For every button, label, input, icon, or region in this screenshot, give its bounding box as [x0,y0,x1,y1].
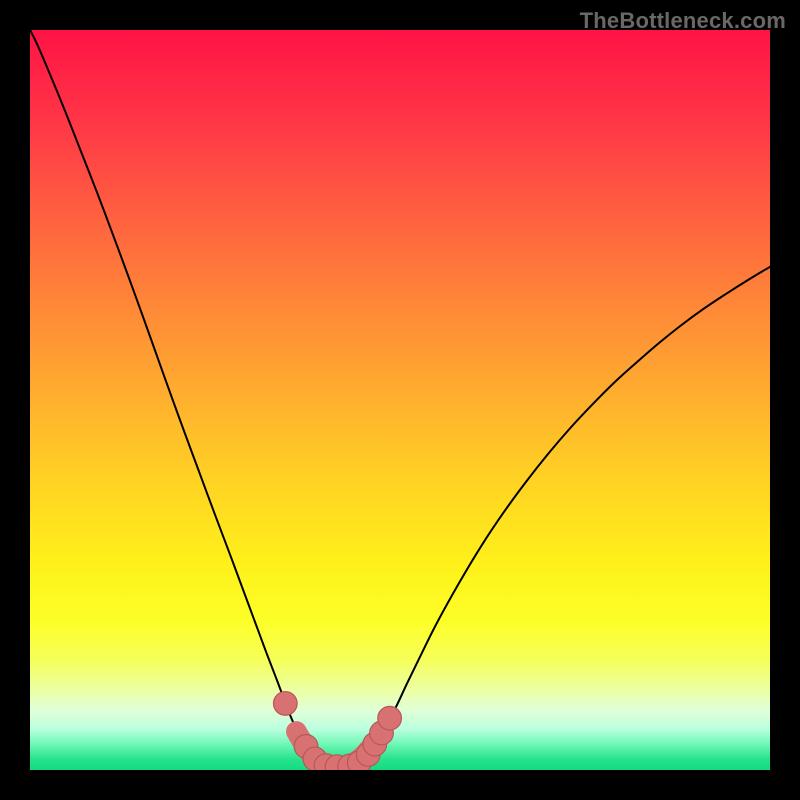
chart-stage: TheBottleneck.com [0,0,800,800]
gradient-background [30,30,770,770]
bottleneck-plot [30,30,770,770]
marker-dot [378,706,402,730]
marker-dot [273,692,297,716]
watermark-label: TheBottleneck.com [580,8,786,34]
